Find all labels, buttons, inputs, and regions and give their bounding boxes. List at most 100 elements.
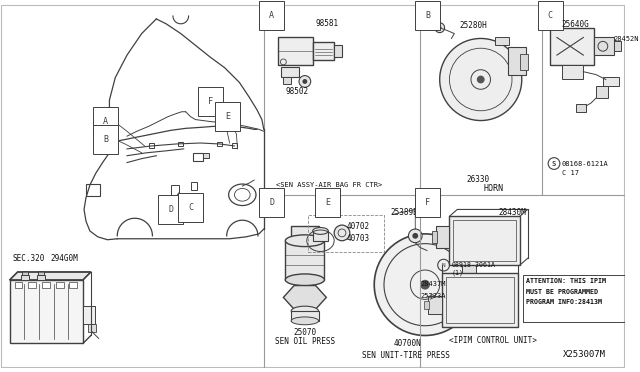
Text: 40702: 40702 <box>347 222 370 231</box>
Ellipse shape <box>285 235 324 247</box>
Bar <box>86 184 100 196</box>
Bar <box>594 38 614 55</box>
Circle shape <box>420 280 430 289</box>
Text: A: A <box>269 12 274 20</box>
Circle shape <box>438 26 442 30</box>
Bar <box>614 41 621 51</box>
Ellipse shape <box>313 228 328 234</box>
Bar <box>562 65 583 78</box>
Text: D: D <box>269 198 274 207</box>
Bar <box>69 282 77 288</box>
Bar <box>56 282 63 288</box>
Text: MUST BE PROGRAMMED: MUST BE PROGRAMMED <box>525 289 598 295</box>
Circle shape <box>477 76 484 83</box>
Text: 294G0M: 294G0M <box>51 254 78 263</box>
Bar <box>462 255 476 275</box>
Bar <box>445 277 514 323</box>
Bar <box>83 306 95 324</box>
Circle shape <box>440 38 522 121</box>
Bar <box>428 296 442 314</box>
Text: PROGRAM INFO:28413M: PROGRAM INFO:28413M <box>525 299 602 305</box>
Text: 40703: 40703 <box>347 234 370 243</box>
Circle shape <box>303 79 307 84</box>
Text: <SEN ASSY-AIR BAG FR CTR>: <SEN ASSY-AIR BAG FR CTR> <box>276 182 382 188</box>
Text: D: D <box>168 205 173 214</box>
Circle shape <box>374 234 476 336</box>
Text: S: S <box>552 161 556 167</box>
Text: 08168-6121A: 08168-6121A <box>562 161 609 167</box>
Text: 25640G: 25640G <box>562 20 589 29</box>
Text: 98581: 98581 <box>316 19 339 28</box>
Ellipse shape <box>285 274 324 286</box>
Bar <box>308 215 384 253</box>
Bar <box>171 185 179 195</box>
Bar <box>218 141 222 147</box>
Circle shape <box>435 23 445 33</box>
Bar <box>15 282 22 288</box>
Bar <box>596 86 608 98</box>
Polygon shape <box>284 286 326 309</box>
Bar <box>334 45 342 57</box>
Bar <box>291 311 319 321</box>
Text: 98502: 98502 <box>285 87 308 96</box>
Bar <box>424 301 429 309</box>
Bar <box>508 47 525 75</box>
Text: C: C <box>188 203 193 212</box>
Text: 26330: 26330 <box>466 175 489 184</box>
Circle shape <box>412 233 418 239</box>
Bar <box>523 275 640 322</box>
Bar <box>22 271 28 275</box>
Bar <box>432 231 436 243</box>
Text: 25323A: 25323A <box>420 294 445 299</box>
Bar <box>278 38 313 65</box>
Text: A: A <box>103 117 108 126</box>
Circle shape <box>408 229 422 243</box>
Circle shape <box>299 76 310 87</box>
Bar <box>28 282 36 288</box>
Text: C: C <box>548 12 552 20</box>
Bar <box>22 275 29 280</box>
Bar <box>577 104 586 112</box>
Text: B: B <box>103 135 108 144</box>
Bar <box>204 153 209 158</box>
Text: <IPIM CONTROL UNIT>: <IPIM CONTROL UNIT> <box>449 336 538 345</box>
Text: 25389B: 25389B <box>391 208 419 217</box>
Bar <box>285 241 324 280</box>
Bar <box>453 220 516 261</box>
Bar <box>282 67 299 77</box>
Text: ATTENTION: THIS IPIM: ATTENTION: THIS IPIM <box>525 278 605 284</box>
Text: B: B <box>426 12 431 20</box>
Text: 40700N: 40700N <box>394 339 421 348</box>
Text: F: F <box>207 97 212 106</box>
Bar <box>550 28 594 65</box>
Bar <box>10 280 83 343</box>
Bar <box>232 144 237 148</box>
Bar <box>38 271 44 275</box>
Text: SEN OIL PRESS: SEN OIL PRESS <box>275 337 335 346</box>
Bar <box>37 275 45 280</box>
Text: 25280H: 25280H <box>460 21 487 30</box>
Bar <box>179 141 183 147</box>
Bar <box>442 273 518 327</box>
Text: 28430M: 28430M <box>499 208 526 217</box>
Bar <box>191 182 197 190</box>
Bar <box>295 241 315 246</box>
Text: E: E <box>225 112 230 121</box>
Text: (1): (1) <box>451 270 463 276</box>
Polygon shape <box>10 272 91 280</box>
Bar <box>313 231 328 241</box>
Text: 08918-3061A: 08918-3061A <box>451 262 495 268</box>
Ellipse shape <box>291 306 319 316</box>
Text: SEC.320: SEC.320 <box>13 254 45 263</box>
Bar <box>495 38 509 45</box>
Text: SEN UNIT-TIRE PRESS: SEN UNIT-TIRE PRESS <box>362 350 449 359</box>
Text: 28437M: 28437M <box>420 281 445 287</box>
Bar <box>291 226 319 241</box>
Text: X253007M: X253007M <box>563 350 606 359</box>
Bar <box>149 144 154 148</box>
Circle shape <box>334 225 350 241</box>
Bar <box>603 77 618 86</box>
Text: N: N <box>442 263 445 267</box>
Ellipse shape <box>291 317 319 325</box>
Text: 25070: 25070 <box>293 328 316 337</box>
